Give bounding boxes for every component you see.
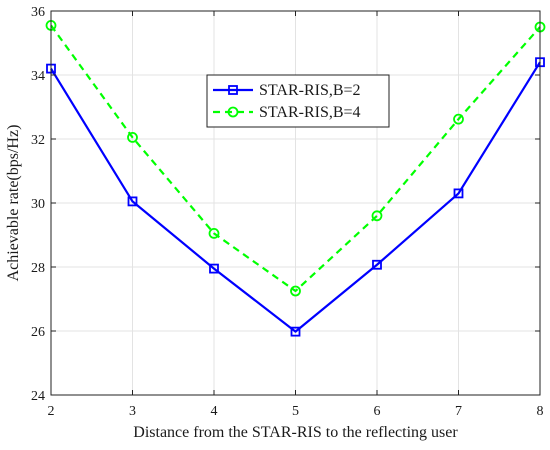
x-tick-label: 2 — [48, 404, 55, 419]
plot-series — [45, 19, 546, 337]
y-tick-label: 30 — [31, 197, 45, 212]
y-tick-label: 28 — [31, 261, 45, 276]
data-point — [372, 259, 382, 270]
x-axis-label: Distance from the STAR-RIS to the reflec… — [133, 424, 458, 441]
y-tick-label: 26 — [31, 325, 45, 340]
legend: STAR-RIS,B=2 STAR-RIS,B=4 — [206, 74, 390, 128]
legend-label: STAR-RIS,B=4 — [259, 104, 361, 121]
x-tick-label: 5 — [292, 404, 299, 419]
y-tick-label: 24 — [31, 389, 45, 404]
data-point — [127, 196, 138, 207]
legend-swatch-marker — [228, 85, 238, 95]
data-point — [453, 188, 464, 199]
data-point — [453, 113, 464, 125]
data-point — [209, 263, 219, 274]
legend-entry: STAR-RIS,B=4 — [213, 104, 361, 121]
data-point — [127, 131, 138, 143]
data-point — [290, 326, 301, 337]
series-line — [50, 24, 541, 293]
x-tick-label: 6 — [374, 404, 381, 419]
x-tick-label: 4 — [211, 404, 218, 419]
legend-label: STAR-RIS,B=2 — [259, 82, 361, 99]
y-axis-label: Achievable rate(bps/Hz) — [5, 125, 22, 282]
y-tick-label: 34 — [31, 69, 45, 84]
series-line — [50, 61, 541, 333]
y-tick-label: 36 — [31, 5, 45, 20]
x-tick-label: 7 — [455, 404, 462, 419]
grid — [50, 10, 541, 396]
legend-swatch-marker — [227, 106, 239, 118]
series-1 — [46, 57, 545, 337]
x-tick-label: 3 — [129, 404, 136, 419]
data-point — [290, 285, 301, 297]
x-tick-label: 8 — [537, 404, 544, 419]
y-tick-label: 32 — [31, 133, 45, 148]
legend-entry: STAR-RIS,B=2 — [213, 82, 361, 99]
data-point — [371, 210, 383, 222]
data-point — [208, 227, 220, 239]
legend-box — [206, 74, 390, 128]
